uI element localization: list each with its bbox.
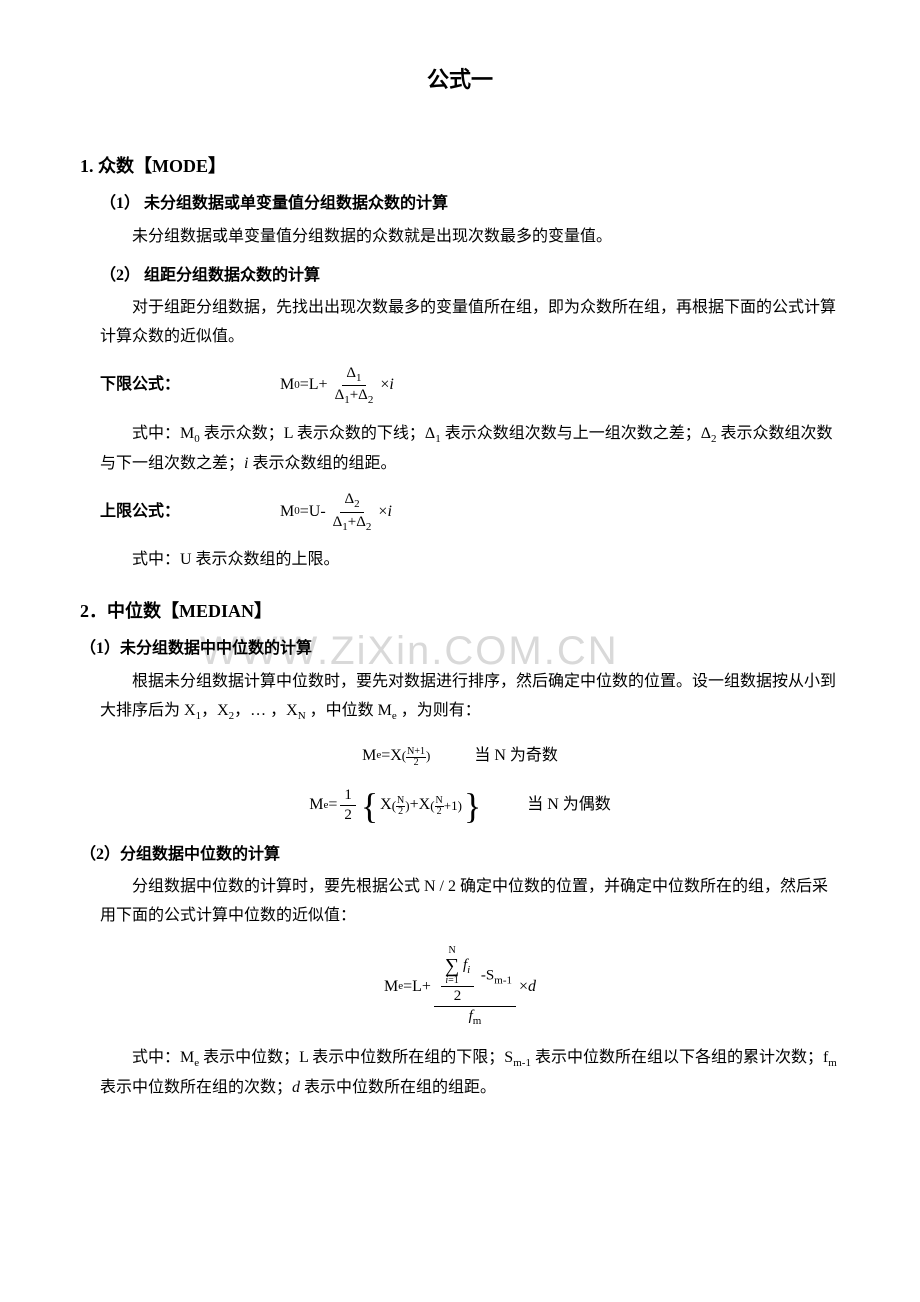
lower-formula-row: 下限公式： M0=L+ Δ1 Δ1+Δ2 ×i — [100, 364, 840, 408]
section2-sub1-title: （1）未分组数据中中位数的计算 — [80, 635, 840, 664]
upper-formula: M0=U- Δ2 Δ1+Δ2 ×i — [280, 490, 392, 534]
lower-formula-explain: 式中：M0 表示众数；L 表示众数的下线；Δ1 表示众数组次数与上一组次数之差；… — [100, 420, 840, 479]
section2-sub1-text: 根据未分组数据计算中位数时，要先对数据进行排序，然后确定中位数的位置。设一组数据… — [100, 668, 840, 727]
section1-sub1-title: （1） 未分组数据或单变量值分组数据众数的计算 — [100, 190, 840, 219]
upper-formula-label: 上限公式： — [100, 498, 280, 527]
section1-sub2-title: （2） 组距分组数据众数的计算 — [100, 262, 840, 291]
page-title: 公式一 — [80, 60, 840, 100]
even-label: 当 N 为偶数 — [527, 791, 611, 820]
upper-formula-row: 上限公式： M0=U- Δ2 Δ1+Δ2 ×i — [100, 490, 840, 534]
median-odd-formula: Me=X(N+12) 当 N 为奇数 — [80, 742, 840, 771]
grouped-median-explain: 式中：Me 表示中位数；L 表示中位数所在组的下限；Sm-1 表示中位数所在组以… — [100, 1044, 840, 1103]
odd-label: 当 N 为奇数 — [474, 742, 558, 771]
section1-sub1-text: 未分组数据或单变量值分组数据的众数就是出现次数最多的变量值。 — [100, 223, 840, 252]
section1-heading: 1. 众数【MODE】 — [80, 150, 840, 182]
document-content: 公式一 1. 众数【MODE】 （1） 未分组数据或单变量值分组数据众数的计算 … — [80, 60, 840, 1102]
section2-heading: 2．中位数【MEDIAN】 — [80, 595, 840, 627]
section2-sub2-text: 分组数据中位数的计算时，要先根据公式 N / 2 确定中位数的位置，并确定中位数… — [100, 873, 840, 931]
section1-sub2-text: 对于组距分组数据，先找出出现次数最多的变量值所在组，即为众数所在组，再根据下面的… — [100, 294, 840, 352]
upper-formula-explain: 式中：U 表示众数组的上限。 — [100, 546, 840, 575]
median-even-formula: Me= 12 { X(N2)+X(N2+1) } 当 N 为偶数 — [80, 786, 840, 826]
lower-formula-label: 下限公式： — [100, 371, 280, 400]
section2-sub2-title: （2）分组数据中位数的计算 — [80, 841, 840, 870]
grouped-median-formula: Me=L+ N ∑ i=1 fi 2 -Sm — [80, 946, 840, 1029]
lower-formula: M0=L+ Δ1 Δ1+Δ2 ×i — [280, 364, 394, 408]
